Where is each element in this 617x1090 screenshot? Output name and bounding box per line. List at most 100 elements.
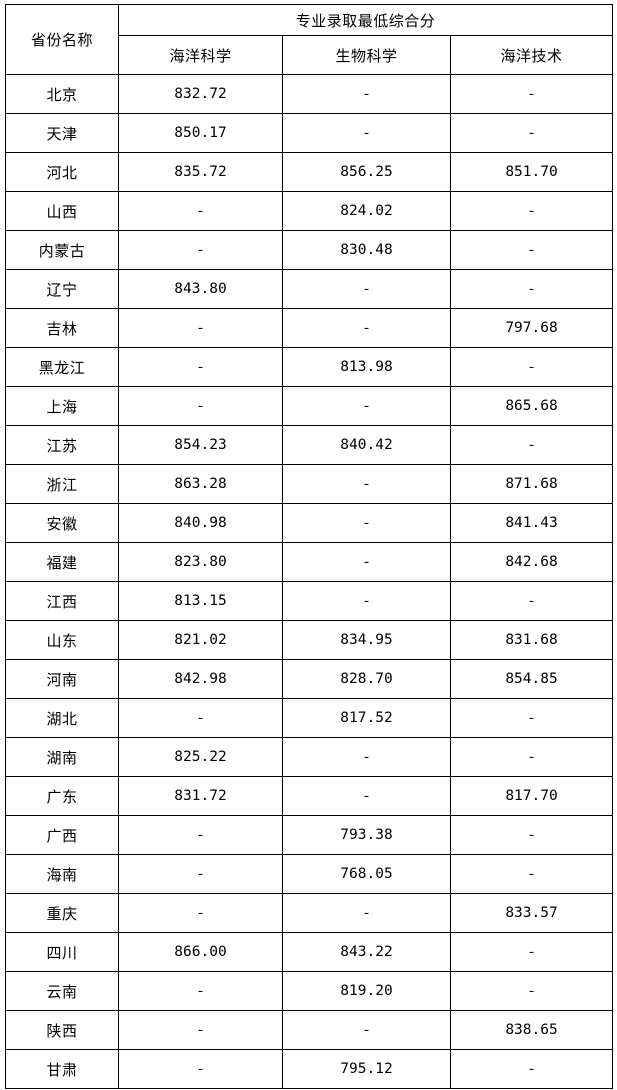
table-row: 黑龙江 -813.98- xyxy=(5,347,614,387)
table-row: 广东 831.72-817.70 xyxy=(5,776,614,816)
province-cell: 浙江 xyxy=(5,464,119,504)
score-cell: 871.68 xyxy=(449,464,614,504)
score-cell: - xyxy=(118,308,283,348)
score-cell: - xyxy=(282,386,451,426)
province-cell: 四川 xyxy=(5,932,119,972)
score-cell: - xyxy=(282,113,451,153)
score-cell: - xyxy=(449,269,614,309)
province-cell: 河北 xyxy=(5,152,119,192)
table-row: 湖北 -817.52- xyxy=(5,698,614,738)
score-cell: - xyxy=(118,191,283,231)
score-cell: 813.15 xyxy=(118,581,283,621)
province-cell: 内蒙古 xyxy=(5,230,119,270)
table-row: 重庆 - -833.57 xyxy=(5,893,614,933)
score-cell: 823.80 xyxy=(118,542,283,582)
score-cell: 821.02 xyxy=(118,620,283,660)
score-cell: 831.72 xyxy=(118,776,283,816)
score-cell: 768.05 xyxy=(282,854,451,894)
column-header-major-3: 海洋技术 xyxy=(449,35,614,75)
province-cell: 辽宁 xyxy=(5,269,119,309)
table-row: 江苏 854.23 840.42- xyxy=(5,425,614,465)
score-cell: 843.22 xyxy=(282,932,451,972)
table-row: 四川 866.00 843.22- xyxy=(5,932,614,972)
score-cell: - xyxy=(282,542,451,582)
score-cell: - xyxy=(449,971,614,1011)
score-cell: - xyxy=(282,74,451,114)
table-row: 山东 821.02 834.95 831.68 xyxy=(5,620,614,660)
score-cell: - xyxy=(118,1010,283,1050)
province-cell: 重庆 xyxy=(5,893,119,933)
province-cell: 山东 xyxy=(5,620,119,660)
score-cell: 824.02 xyxy=(282,191,451,231)
table-row: 山西 -824.02- xyxy=(5,191,614,231)
score-cell: 840.98 xyxy=(118,503,283,543)
province-cell: 安徽 xyxy=(5,503,119,543)
score-cell: - xyxy=(449,854,614,894)
score-cell: 865.68 xyxy=(449,386,614,426)
header-row-top: 省份名称 专业录取最低综合分 xyxy=(5,4,614,75)
column-group-header-min-score: 专业录取最低综合分 xyxy=(117,4,614,36)
province-cell: 吉林 xyxy=(5,308,119,348)
score-cell: 838.65 xyxy=(449,1010,614,1050)
score-cell: 854.85 xyxy=(449,659,614,699)
score-cell: - xyxy=(449,932,614,972)
score-cell: - xyxy=(282,581,451,621)
score-cell: 797.68 xyxy=(449,308,614,348)
table-row: 河南 842.98 828.70 854.85 xyxy=(5,659,614,699)
score-cell: 817.70 xyxy=(449,776,614,816)
score-cell: - xyxy=(282,269,451,309)
score-cell: - xyxy=(449,581,614,621)
province-cell: 北京 xyxy=(5,74,119,114)
score-cell: - xyxy=(449,737,614,777)
score-cell: - xyxy=(118,893,283,933)
table-row: 浙江 863.28-871.68 xyxy=(5,464,614,504)
score-cell: - xyxy=(449,113,614,153)
score-cell: - xyxy=(449,347,614,387)
score-cell: - xyxy=(282,464,451,504)
table-row: 甘肃 -795.12- xyxy=(5,1049,614,1089)
admission-score-table: 省份名称 专业录取最低综合分 海洋科学 生物科学 海洋技术 北京 832.72- -… xyxy=(5,4,614,1089)
score-cell: 830.48 xyxy=(282,230,451,270)
column-header-major-1: 海洋科学 xyxy=(118,35,283,75)
score-cell: 795.12 xyxy=(282,1049,451,1089)
table-row: 云南 -819.20- xyxy=(5,971,614,1011)
score-cell: 863.28 xyxy=(118,464,283,504)
table-row: 吉林 - -797.68 xyxy=(5,308,614,348)
header-row-majors: 海洋科学 生物科学 海洋技术 xyxy=(6,35,614,75)
province-cell: 广西 xyxy=(5,815,119,855)
table-row: 辽宁 843.80- - xyxy=(5,269,614,309)
province-cell: 福建 xyxy=(5,542,119,582)
table-header: 省份名称 专业录取最低综合分 海洋科学 生物科学 海洋技术 xyxy=(5,4,614,75)
score-cell: 840.42 xyxy=(282,425,451,465)
province-cell: 陕西 xyxy=(5,1010,119,1050)
score-cell: - xyxy=(449,425,614,465)
score-cell: 835.72 xyxy=(118,152,283,192)
province-cell: 湖北 xyxy=(5,698,119,738)
province-cell: 湖南 xyxy=(5,737,119,777)
province-cell: 河南 xyxy=(5,659,119,699)
score-cell: - xyxy=(282,503,451,543)
table-row: 陕西 - -838.65 xyxy=(5,1010,614,1050)
score-cell: 866.00 xyxy=(118,932,283,972)
column-header-province: 省份名称 xyxy=(5,4,119,75)
table-row: 安徽 840.98-841.43 xyxy=(5,503,614,543)
province-cell: 江西 xyxy=(5,581,119,621)
score-cell: - xyxy=(449,230,614,270)
score-cell: 841.43 xyxy=(449,503,614,543)
score-cell: 828.70 xyxy=(282,659,451,699)
score-cell: 854.23 xyxy=(118,425,283,465)
score-cell: 842.98 xyxy=(118,659,283,699)
table-row: 河北 835.72 856.25 851.70 xyxy=(5,152,614,192)
score-cell: 833.57 xyxy=(449,893,614,933)
score-cell: 843.80 xyxy=(118,269,283,309)
table-row: 海南 -768.05- xyxy=(5,854,614,894)
score-cell: 851.70 xyxy=(449,152,614,192)
score-cell: 834.95 xyxy=(282,620,451,660)
column-header-major-2: 生物科学 xyxy=(282,35,451,75)
table-row: 天津 850.17- - xyxy=(5,113,614,153)
score-cell: 831.68 xyxy=(449,620,614,660)
score-cell: 813.98 xyxy=(282,347,451,387)
province-cell: 云南 xyxy=(5,971,119,1011)
score-cell: 856.25 xyxy=(282,152,451,192)
